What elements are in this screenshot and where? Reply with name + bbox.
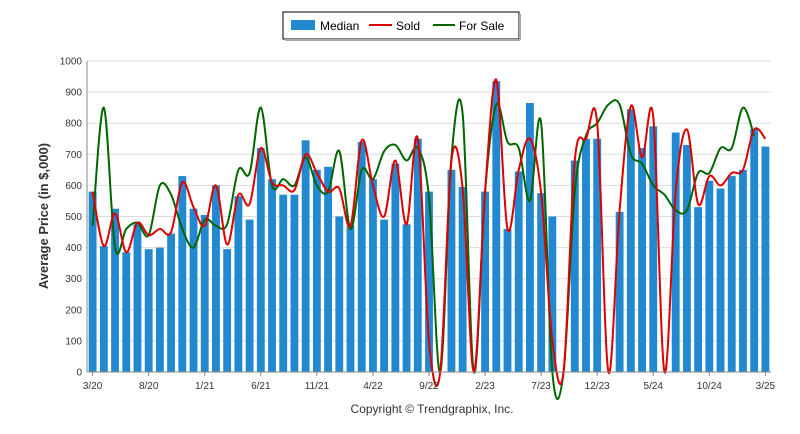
median-bar (346, 225, 355, 372)
median-bar (615, 211, 624, 372)
y-tick-label: 600 (65, 181, 82, 192)
median-bar (335, 216, 344, 372)
sold-line (91, 78, 767, 387)
x-tick-label: 9/22 (419, 381, 439, 392)
median-bar (413, 138, 422, 372)
median-bar (492, 81, 501, 373)
median-bar (391, 163, 400, 372)
median-bar (694, 207, 703, 372)
x-tick-label: 3/20 (83, 381, 103, 392)
x-tick-label: 8/20 (139, 381, 159, 392)
median-bar (514, 171, 523, 372)
median-bar (122, 252, 131, 372)
median-bar (570, 160, 579, 372)
median-bar (402, 224, 411, 372)
y-tick-label: 700 (65, 150, 82, 161)
median-bar (739, 169, 747, 372)
median-bar (525, 102, 534, 373)
y-tick-label: 100 (65, 336, 82, 347)
median-bar (234, 196, 243, 372)
y-tick-label: 500 (65, 212, 82, 223)
median-bar (167, 233, 176, 372)
x-tick-label: 5/24 (644, 381, 664, 392)
median-bar (649, 126, 658, 372)
median-bar (716, 188, 725, 372)
y-tick-label: 200 (65, 305, 82, 316)
median-bar (200, 214, 209, 372)
y-tick-label: 0 (76, 368, 82, 379)
median-bar (727, 176, 736, 372)
x-tick-label: 2/23 (475, 381, 495, 392)
median-bar (638, 148, 646, 372)
median-bar (290, 194, 299, 372)
median-bar (626, 109, 635, 372)
median-bar (682, 144, 691, 372)
median-bar (223, 249, 232, 372)
median-bar (503, 228, 512, 372)
legend: Median Sold For Sale (282, 11, 521, 41)
legend-median-swatch (291, 20, 315, 30)
median-bar (268, 179, 276, 372)
x-tick-label: 10/24 (697, 381, 722, 392)
legend-median-label: Median (320, 19, 359, 33)
x-tick-label: 6/21 (251, 381, 271, 392)
median-bar (312, 169, 321, 372)
median-bar (705, 180, 714, 372)
x-tick-label: 12/23 (585, 381, 610, 392)
median-bar (357, 141, 366, 372)
axes: 0 100 200 300 400 500 600 700 800 900 1000 3/20 8/20… (60, 57, 776, 393)
y-tick-label: 900 (65, 88, 82, 99)
y-tick-label: 1000 (60, 57, 83, 68)
median-bar (481, 191, 489, 372)
median-bar (301, 140, 310, 372)
median-bar (750, 129, 759, 372)
y-tick-label: 300 (65, 274, 82, 285)
median-bar (369, 179, 377, 372)
x-tick-label: 11/21 (305, 381, 330, 392)
copyright-text: Copyright © Trendgraphix, Inc. (351, 402, 514, 416)
legend-sold-label: Sold (396, 19, 420, 33)
median-bar (447, 169, 456, 372)
x-tick-label: 4/22 (363, 381, 383, 392)
median-bar (458, 186, 467, 372)
median-bar (99, 246, 108, 372)
median-bar (133, 224, 142, 372)
median-bar (425, 191, 433, 372)
median-bar (380, 219, 389, 372)
median-bar (548, 216, 557, 372)
median-bar (155, 247, 164, 372)
x-tick-label: 1/21 (195, 381, 215, 392)
median-bar (761, 146, 770, 372)
median-bar (178, 176, 187, 372)
x-tick-label: 3/25 (756, 381, 776, 392)
median-bar (189, 208, 198, 372)
y-tick-label: 800 (65, 119, 82, 130)
median-bar (537, 193, 546, 372)
median-bar (256, 148, 265, 372)
median-bar (671, 132, 680, 372)
median-bar (593, 138, 602, 372)
legend-forsale-label: For Sale (459, 19, 505, 33)
median-bar (324, 166, 333, 372)
median-bars (88, 81, 770, 373)
median-bar (111, 208, 119, 372)
median-bar (88, 191, 97, 372)
x-tick-label: 7/23 (531, 381, 551, 392)
median-bar (212, 185, 220, 372)
median-bar (144, 249, 153, 372)
y-axis-title: Average Price (in $,000) (36, 143, 51, 289)
y-tick-label: 400 (65, 243, 82, 254)
median-bar (279, 194, 288, 372)
median-bar (582, 138, 590, 372)
median-bar (245, 219, 254, 372)
